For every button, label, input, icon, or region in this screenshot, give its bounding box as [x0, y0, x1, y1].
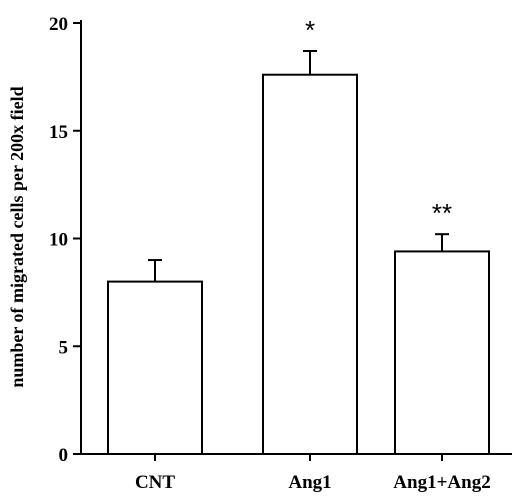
y-tick-label: 10 [49, 230, 68, 251]
y-axis-ticks: 0 5 10 15 20 [49, 14, 81, 466]
bar-ang1-ang2 [394, 250, 490, 455]
bar-cnt [107, 280, 203, 455]
significance-marker: * [305, 15, 315, 45]
x-tick-label: CNT [135, 472, 175, 493]
x-tick-label: Ang1 [288, 472, 331, 493]
significance-marker: ** [432, 198, 452, 228]
x-tick-label: Ang1+Ang2 [393, 472, 490, 493]
bars: *** [107, 15, 490, 455]
x-axis-labels: CNT Ang1 Ang1+Ang2 [135, 454, 491, 493]
y-tick-label: 20 [49, 14, 68, 35]
y-tick-label: 0 [59, 445, 69, 466]
y-axis-label: number of migrated cells per 200x field [7, 86, 27, 387]
y-tick-label: 15 [49, 122, 68, 143]
y-tick-label: 5 [59, 337, 69, 358]
bar-ang1 [262, 73, 358, 455]
